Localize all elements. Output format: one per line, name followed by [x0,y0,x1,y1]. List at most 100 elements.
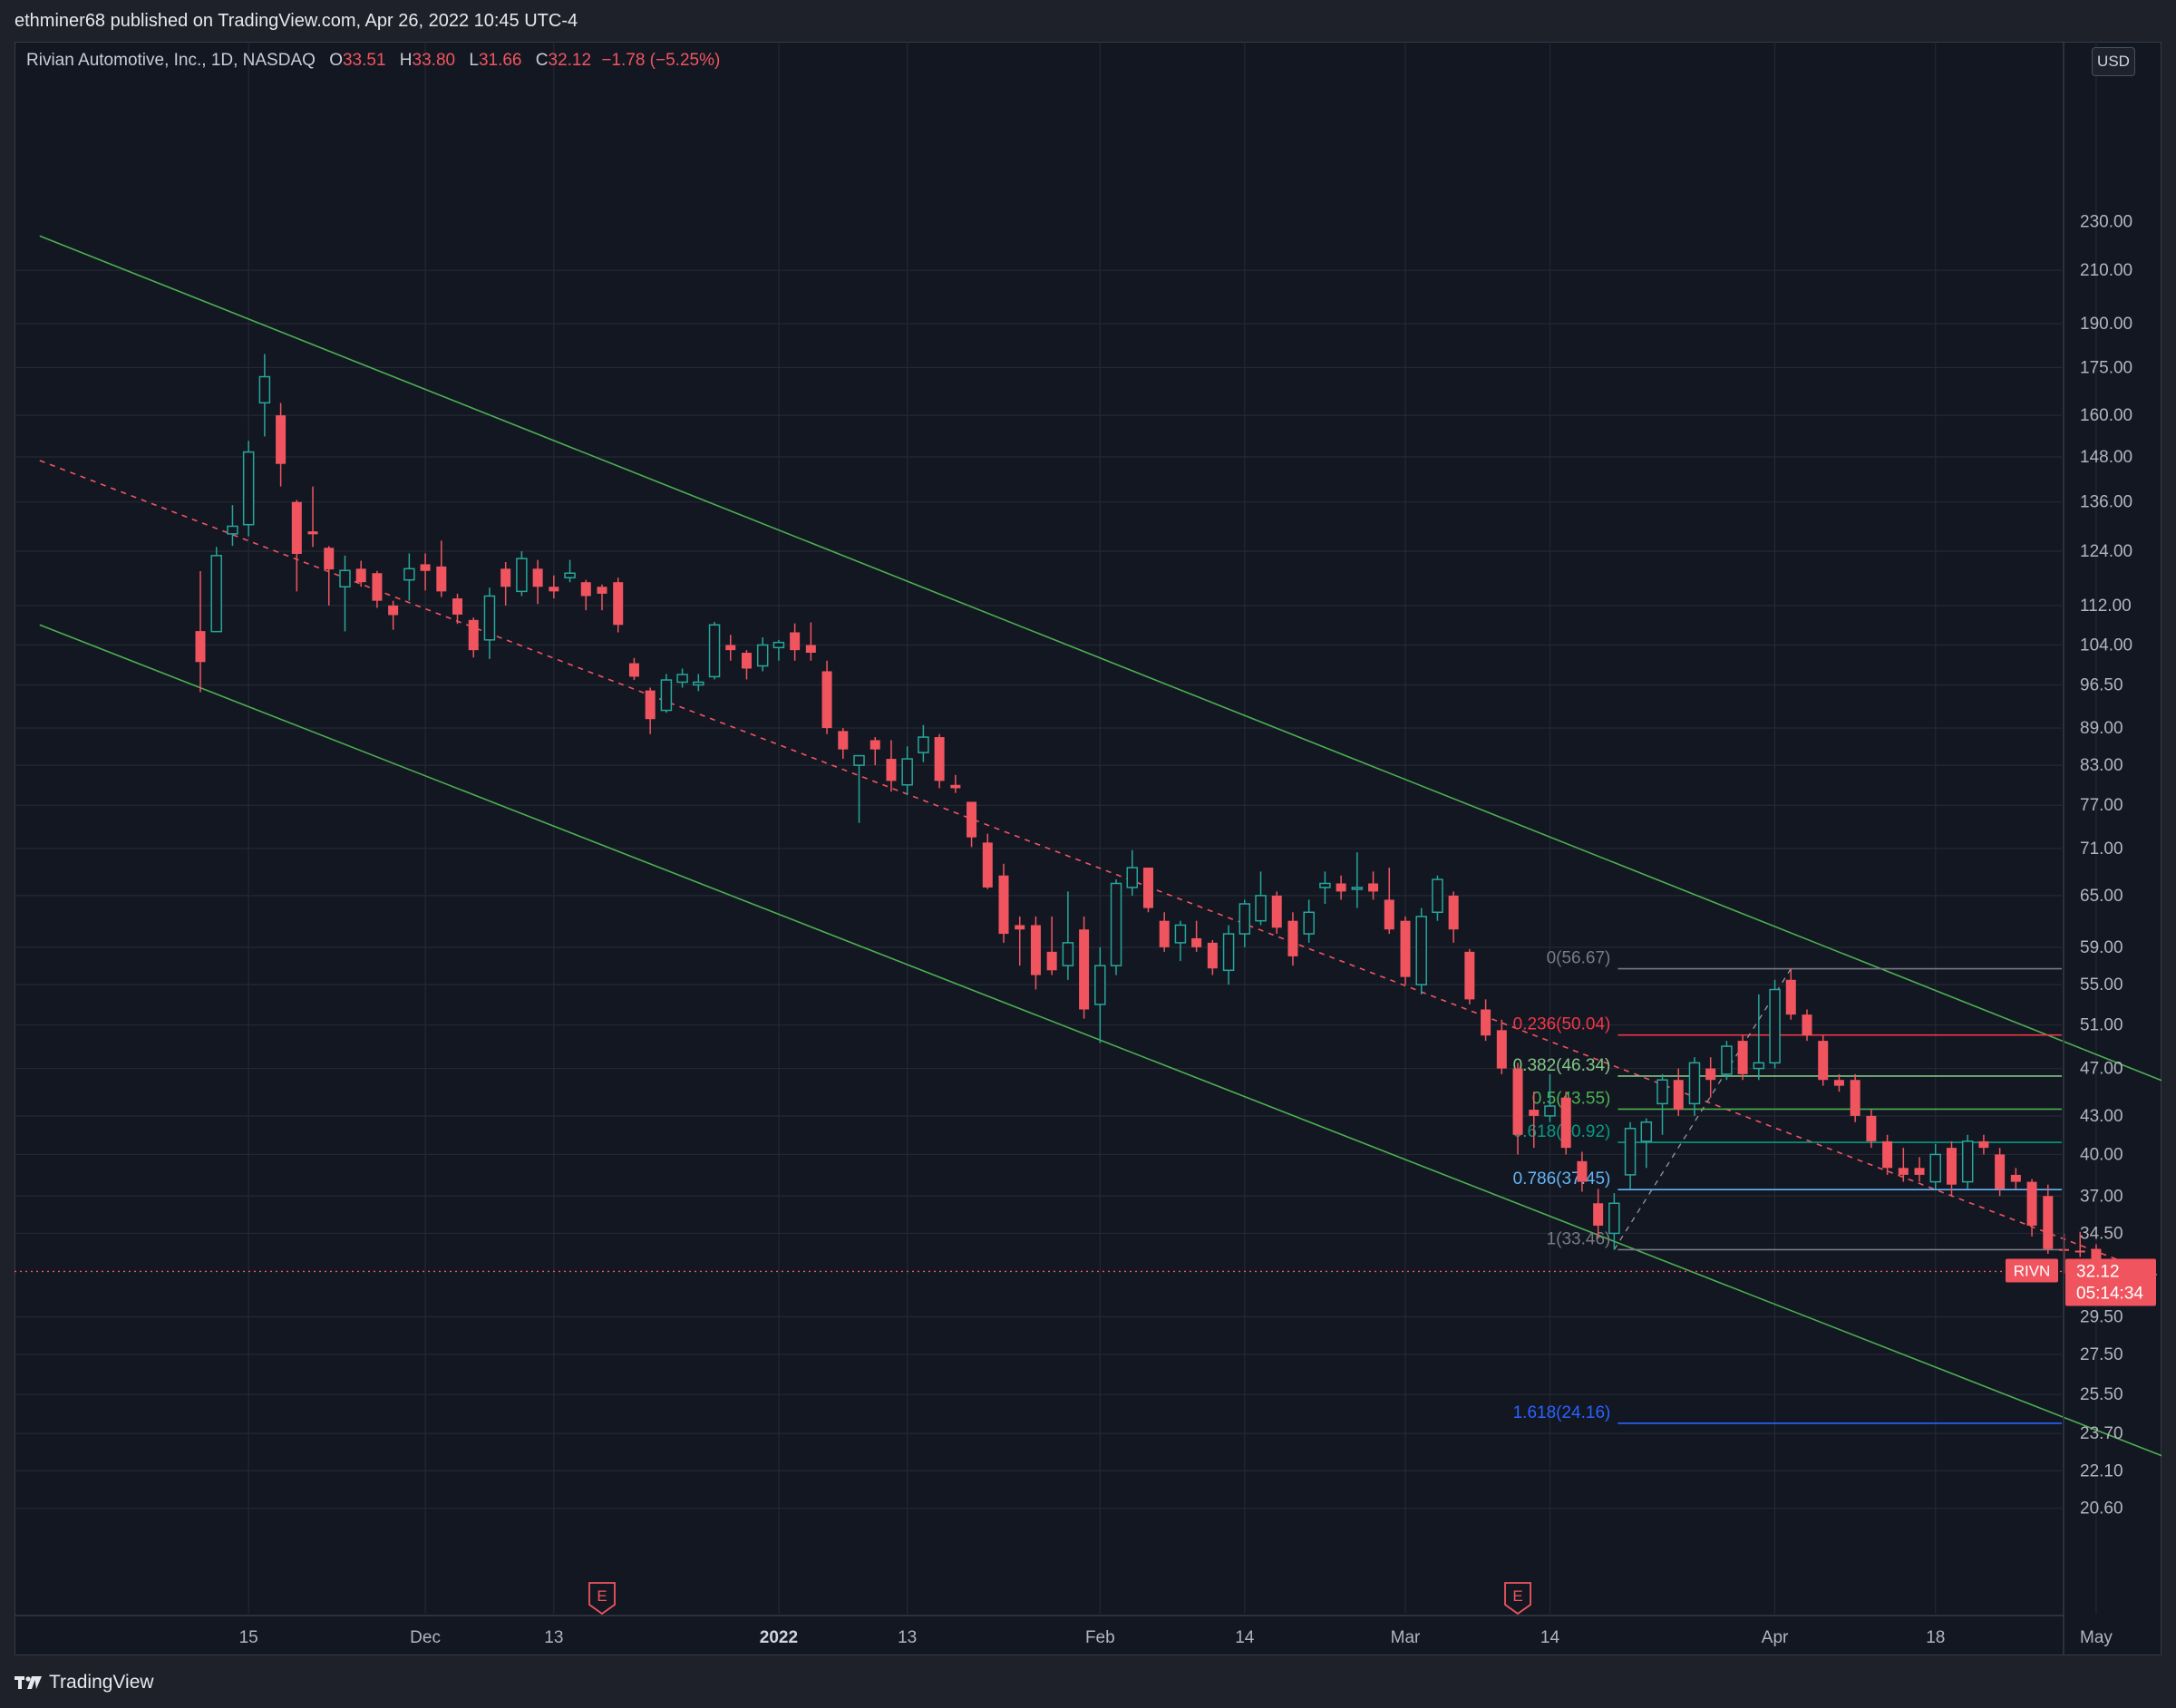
y-tick-label: 23.70 [2080,1424,2123,1443]
y-tick-label: 71.00 [2080,839,2123,859]
fib-trend-line[interactable] [1613,968,1792,1250]
candle-body [1737,1041,1748,1074]
candle-body [821,671,832,729]
y-tick-label: 20.60 [2080,1499,2123,1519]
candle-body [1560,1097,1571,1149]
candle-body [1481,1009,1491,1036]
candle-body [918,736,929,753]
candle-body [1929,1153,1942,1183]
candle-body [934,737,945,781]
candle-body [1946,1148,1957,1185]
candle-body [1415,916,1427,985]
y-tick-label: 40.00 [2080,1145,2123,1164]
candle-body [1368,883,1379,892]
y-tick-label: 27.50 [2080,1345,2123,1364]
currency-button[interactable]: USD [2092,47,2135,76]
candle-body [403,568,415,581]
candle-body [1351,887,1364,890]
candle-body [1046,951,1057,971]
symbol-badge [2006,1258,2058,1283]
candle-body [1656,1079,1668,1105]
candle-body [1207,942,1218,969]
price-badge-value: 32.12 [2076,1262,2120,1281]
candle-body [1608,1202,1620,1235]
x-tick-label: 13 [898,1628,917,1647]
candle-body [967,801,977,838]
tradingview-brand[interactable]: TradingView [15,1668,154,1697]
candle-body [1094,965,1106,1005]
price-badge-countdown: 05:14:34 [2076,1284,2143,1303]
channel-lower-line[interactable] [39,624,2161,1493]
high-value: 33.80 [412,51,456,70]
earnings-marker-icon[interactable]: E [588,1582,616,1616]
candle-body [1914,1168,1925,1175]
candle-body [532,568,543,587]
candle-body [1978,1140,1989,1149]
y-tick-label: 43.00 [2080,1107,2123,1126]
candle-body [1142,868,1153,908]
x-tick-label: 13 [544,1628,563,1647]
x-tick-label: Mar [1391,1628,1421,1647]
candle-body [1721,1045,1733,1075]
candle-body [564,572,576,578]
candle-body [1336,883,1346,892]
fib-retracement[interactable]: 0(56.67) 0.236(50.04) 0.382(46.34) 0.5(43.5… [1513,949,2062,1424]
candle-body [2010,1174,2021,1182]
change-value: −1.78 (−5.25%) [601,51,721,70]
candle-body [1110,882,1122,966]
candle-body [1400,920,1411,977]
y-tick-label: 112.00 [2080,597,2132,616]
y-tick-label: 210.00 [2080,261,2132,280]
candle-body [227,525,238,535]
x-tick-label: 14 [1540,1628,1560,1647]
candle-body [790,632,801,651]
symbol-legend[interactable]: Rivian Automotive, Inc., 1D, NASDAQ O33.… [26,51,720,71]
y-tick-label: 22.10 [2080,1461,2123,1480]
channel-upper-line[interactable] [39,235,2161,1118]
y-tick-label: 51.00 [2080,1016,2123,1035]
candle-body [1673,1080,1684,1111]
candle-body [388,605,399,616]
candle-body [1496,1030,1507,1069]
candle-body [693,681,704,686]
y-tick-label: 136.00 [2080,493,2132,512]
candle-body [468,619,479,651]
y-tick-label: 55.00 [2080,975,2123,995]
y-tick-label: 148.00 [2080,448,2132,467]
y-tick-label: 124.00 [2080,542,2132,561]
candle-body [998,875,1009,935]
candle-body [660,679,673,712]
candle-body [1640,1121,1653,1142]
candle-body [838,731,849,750]
x-tick-label: Dec [410,1628,441,1647]
x-tick-label: 14 [1235,1628,1255,1647]
candle-body [355,568,366,583]
candle-body [242,451,255,526]
candle-body [1303,911,1315,935]
candle-body [452,598,463,615]
candle-body [516,558,528,593]
x-tick-label: 15 [239,1628,258,1647]
price-badge [2065,1258,2156,1306]
y-tick-label: 59.00 [2080,938,2123,957]
overlays: RIVN 32.12 05:14:34 E E [15,1258,2156,1616]
candle-body [741,653,752,669]
candle-body [500,568,511,587]
candle-body [853,754,865,766]
candle-body [1593,1203,1604,1226]
candlestick-chart[interactable]: 0(56.67) 0.236(50.04) 0.382(46.34) 0.5(43.5… [15,42,2161,1655]
fib-level-label: 1(33.46) [1547,1229,1611,1248]
y-tick-label: 77.00 [2080,796,2123,815]
fib-level-label: 1.618(24.16) [1513,1403,1611,1422]
candle-body [628,663,639,677]
candle-body [2026,1181,2037,1226]
symbol-name[interactable]: Rivian Automotive, Inc., 1D, NASDAQ [26,51,316,70]
candle-body [1769,988,1781,1064]
low-value: 31.66 [478,51,522,70]
candle-body [1898,1168,1909,1175]
earnings-marker-icon[interactable]: E [1504,1582,1531,1616]
candle-body [1079,929,1090,1010]
candle-body [1222,933,1235,972]
earnings-marker-label: E [597,1587,607,1605]
y-tick-label: 37.00 [2080,1187,2123,1206]
